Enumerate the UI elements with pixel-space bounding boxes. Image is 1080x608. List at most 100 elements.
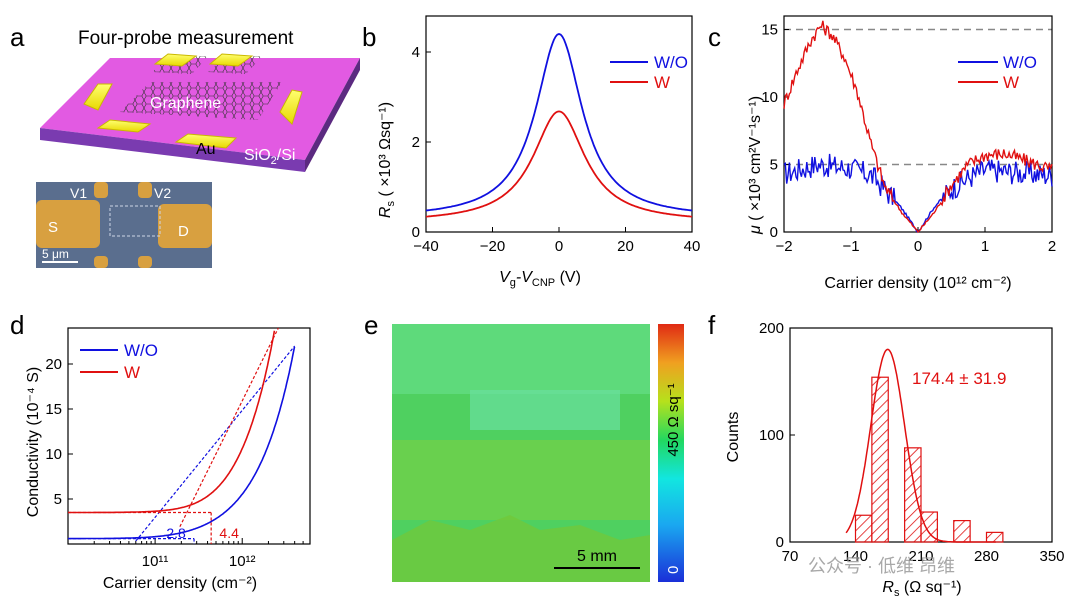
device-schematic: Graphene Au SiO2/Si (40, 53, 360, 172)
chart-d-ytick-label: 15 (45, 401, 62, 418)
chart-b-ylabel-sub: s (385, 201, 397, 207)
chart-d-series-wo-asymptote (135, 345, 296, 542)
chart-f-bar (871, 376, 889, 543)
panel-e: e 5 mm 450 Ω sq⁻¹ 0 (364, 310, 684, 582)
chart-d-xlabel: Carrier density (cm⁻²) (103, 575, 257, 592)
chart-b-ytick-label: 2 (412, 134, 420, 151)
chart-c-series-w-line (783, 20, 1053, 234)
chart-b-legend-w: W (654, 73, 670, 92)
panel-d: d 10¹¹ 10¹² 5 10 15 20 2.8 4.4 Conductivity (10… (10, 310, 311, 592)
colorbar-min-label: 0 (665, 566, 682, 574)
chart-d-annotation-w: 4.4 (219, 525, 239, 541)
chart-b-ylabel: Rs ( ×10³ Ωsq⁻¹) (377, 102, 397, 218)
panel-a-letter: a (10, 22, 25, 52)
panel-d-letter: d (10, 310, 24, 340)
chart-c-ylabel-unit: ( ×10³ cm²V⁻¹s⁻¹) (747, 96, 764, 225)
au-pad (174, 133, 238, 149)
chart-c-xtick-label: −2 (775, 238, 792, 255)
chart-f-xlabel: Rs (Ω sq⁻¹) (882, 579, 961, 599)
chart-b-xlabel-sub2: CNP (532, 277, 555, 289)
chart-b-xtick-label: 20 (617, 238, 634, 255)
heatmap-region-top (392, 324, 650, 394)
chart-f-ylabel: Counts (725, 412, 742, 463)
probe-v2-top (138, 182, 152, 198)
drain-electrode (158, 204, 212, 248)
chart-f-ytick-label: 100 (759, 427, 784, 444)
chart-b-xlabel-mid: -V (516, 269, 533, 286)
heatmap-region-bottom (392, 515, 650, 582)
chart-d-ytick-label: 10 (45, 446, 62, 463)
micrograph-v1: V1 (70, 185, 87, 201)
chart-f-xlabel-sub: s (894, 587, 900, 599)
chart-c: −2 −1 0 1 2 0 5 10 15 (761, 15, 1056, 255)
colorbar: 450 Ω sq⁻¹ 0 (658, 324, 684, 582)
chart-b-series-w-line (425, 110, 693, 218)
substrate-label-sub: 2 (271, 155, 277, 167)
chart-f-xlabel-unit: (Ω sq⁻¹) (899, 579, 961, 596)
micrograph-scale-label: 5 μm (42, 247, 69, 261)
chart-f-bar (985, 531, 1004, 543)
probe-v2-bottom (138, 256, 152, 268)
panel-a-title: Four-probe measurement (78, 28, 294, 49)
chart-f-xtick-label: 140 (843, 548, 868, 565)
chart-d-series-w-asymptote (179, 327, 279, 527)
chart-c-ytick-label: 15 (761, 22, 778, 39)
chart-d-ytick-label: 5 (54, 491, 62, 508)
substrate-front (40, 128, 305, 172)
chart-f-xtick-label: 350 (1039, 548, 1064, 565)
chart-c-legend-wo: W/O (1003, 53, 1037, 72)
micrograph-v2: V2 (154, 185, 171, 201)
chart-f-bar (920, 511, 938, 543)
chart-c-series-wo-line (783, 153, 1053, 233)
colorbar-max-label: 450 Ω sq⁻¹ (665, 383, 682, 456)
chart-b-ylabel-main: R (377, 206, 394, 218)
panel-c: c −2 −1 0 1 2 0 5 10 15 μ ( ×10³ cm²V⁻¹s⁻¹) Carr… (708, 15, 1056, 292)
chart-c-ytick-label: 5 (770, 157, 778, 174)
chart-c-xtick-label: 2 (1048, 238, 1056, 255)
micrograph-s: S (48, 219, 58, 236)
chart-b-xtick-label: 0 (555, 238, 563, 255)
chart-d-xtick-label: 10¹² (229, 553, 256, 570)
chart-b-xtick-label: −20 (480, 238, 505, 255)
chart-d-xtick-label: 10¹¹ (142, 553, 169, 570)
chart-b-xlabel: Vg-VCNP (V) (499, 269, 581, 289)
graphene-sheet (120, 82, 282, 120)
chart-b: −40 −20 0 20 40 0 2 4 (412, 15, 701, 255)
chart-f: 70 140 210 280 350 0 100 200 (759, 320, 1065, 565)
chart-b-ytick-label: 0 (412, 224, 420, 241)
chart-f-bar (854, 514, 873, 543)
chart-d-frame (67, 327, 311, 545)
chart-d-legend-w: W (124, 363, 140, 382)
chart-f-bar (904, 447, 922, 543)
chart-c-ylabel: μ ( ×10³ cm²V⁻¹s⁻¹) (747, 96, 764, 235)
chart-c-xtick-label: 1 (981, 238, 989, 255)
chart-c-xlabel: Carrier density (10¹² cm⁻²) (824, 275, 1011, 292)
chart-b-xlabel-sub1: g (510, 277, 516, 289)
heatmap-region-yellow (392, 440, 650, 520)
substrate-label: SiO2/Si (244, 147, 295, 167)
panel-c-letter: c (708, 22, 721, 52)
watermark: 公众号 · 低维 昂维 (808, 556, 955, 576)
au-pad (208, 53, 254, 67)
chart-b-series-wo-line (425, 33, 693, 212)
chart-c-legend-w: W (1003, 73, 1019, 92)
chart-d-series-w-line (68, 330, 276, 514)
panel-b: b −40 −20 0 20 40 0 2 4 Rs ( ×10³ Ωsq⁻¹) Vg-VCN… (362, 15, 701, 289)
panel-a: a Four-probe measurement Graphene Au SiO… (10, 22, 360, 268)
panel-e-letter: e (364, 310, 378, 340)
chart-f-bar (953, 519, 971, 543)
substrate-label-tail: /Si (277, 147, 296, 164)
chart-d: 10¹¹ 10¹² 5 10 15 20 2.8 4.4 (45, 327, 311, 570)
chart-d-annotation-wo: 2.8 (166, 525, 186, 541)
chart-b-xtick-label: 40 (684, 238, 701, 255)
micrograph-d: D (178, 223, 189, 240)
probe-v1-bottom (94, 256, 108, 268)
colorbar-gradient (658, 324, 684, 582)
au-pad (83, 83, 113, 111)
chart-c-ylabel-main: μ (747, 225, 764, 235)
chart-d-series-wo-line (68, 346, 296, 540)
chart-f-fit-curve (845, 348, 996, 543)
heatmap-region-cyan (470, 390, 620, 430)
chart-b-xtick-label: −40 (413, 238, 438, 255)
